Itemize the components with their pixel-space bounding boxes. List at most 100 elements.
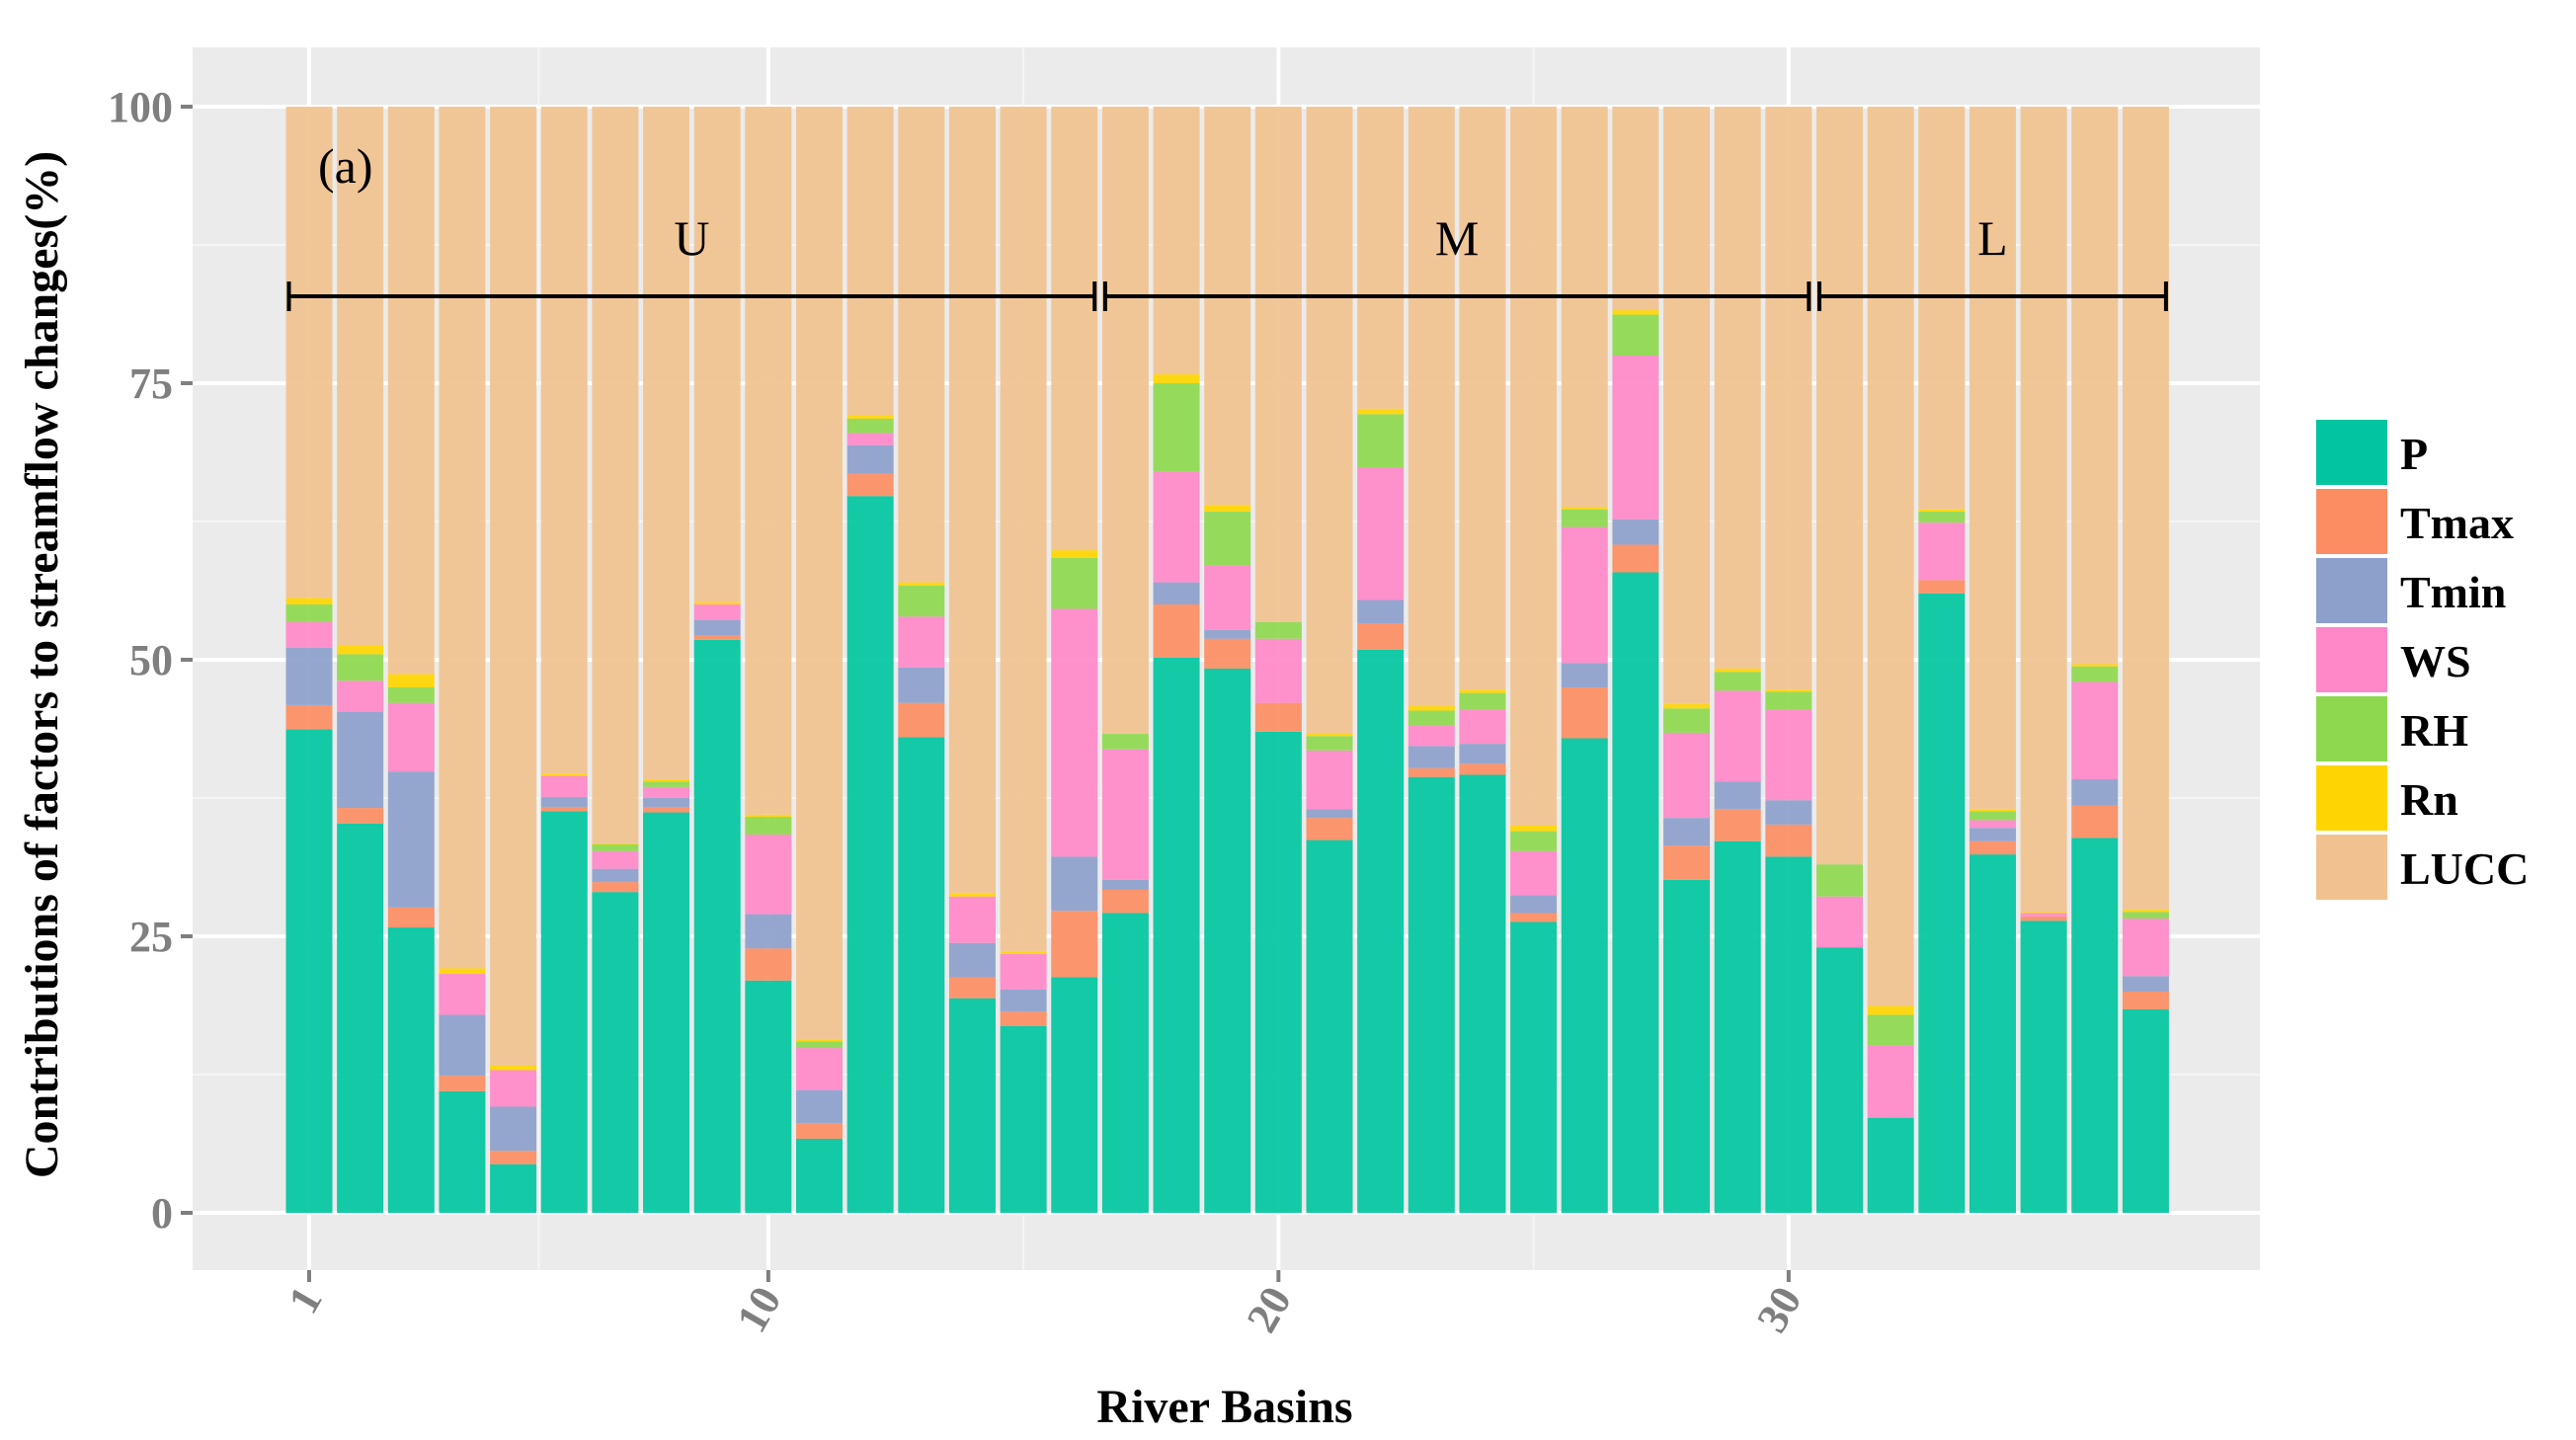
bar-segment-tmax-basin-19 xyxy=(1204,638,1251,669)
bar-segment-p-basin-31 xyxy=(1816,947,1863,1213)
legend-label-tmin: Tmin xyxy=(2400,567,2506,617)
bar-segment-rh-basin-11 xyxy=(796,1041,843,1049)
bar-segment-rn-basin-32 xyxy=(1867,1005,1914,1015)
bar-segment-ws-basin-17 xyxy=(1101,749,1149,880)
bar-segment-tmax-basin-24 xyxy=(1459,763,1506,775)
bar-segment-lucc-basin-34 xyxy=(1969,107,2016,810)
bar-segment-tmax-basin-13 xyxy=(898,702,945,738)
bar-segment-rn-basin-1 xyxy=(285,598,333,604)
y-tick-label: 0 xyxy=(151,1189,173,1238)
bar-segment-rh-basin-32 xyxy=(1867,1014,1914,1046)
bar-segment-rn-basin-29 xyxy=(1714,668,1761,673)
bar-segment-tmin-basin-29 xyxy=(1714,781,1761,810)
bar-segment-ws-basin-22 xyxy=(1357,467,1405,600)
bar-segment-tmin-basin-36 xyxy=(2071,778,2119,806)
bar-segment-tmin-basin-9 xyxy=(693,619,741,636)
bar-segment-tmin-basin-26 xyxy=(1561,663,1608,687)
bar-segment-p-basin-24 xyxy=(1459,774,1506,1213)
bar-segment-lucc-basin-25 xyxy=(1510,107,1558,826)
bar-segment-ws-basin-33 xyxy=(1918,522,1966,581)
bar-segment-tmax-basin-15 xyxy=(1000,1011,1047,1026)
bar-segment-tmax-basin-9 xyxy=(693,635,741,640)
bar-segment-lucc-basin-10 xyxy=(745,107,792,815)
bar-segment-tmin-basin-37 xyxy=(2122,976,2169,992)
legend-swatch-tmin xyxy=(2314,556,2389,625)
bar-segment-lucc-basin-9 xyxy=(693,107,741,602)
bar-segment-p-basin-13 xyxy=(898,737,945,1213)
bar-segment-tmin-basin-3 xyxy=(387,771,435,908)
bar-segment-p-basin-12 xyxy=(846,496,894,1213)
bar-segment-tmin-basin-5 xyxy=(490,1106,537,1152)
bar-segment-rn-basin-19 xyxy=(1204,505,1251,512)
bar-segment-ws-basin-1 xyxy=(285,621,333,648)
legend-label-ws: WS xyxy=(2400,636,2471,686)
bar-segment-rh-basin-27 xyxy=(1612,314,1659,356)
bar-segment-ws-basin-7 xyxy=(592,850,639,869)
bar-segment-rh-basin-30 xyxy=(1765,691,1812,710)
bar-segment-ws-basin-24 xyxy=(1459,709,1506,745)
bar-segment-lucc-basin-4 xyxy=(439,107,486,969)
bar-segment-lucc-basin-24 xyxy=(1459,107,1506,690)
x-tick-label: 10 xyxy=(727,1279,790,1341)
bar-segment-rn-basin-36 xyxy=(2071,664,2119,667)
bar-segment-p-basin-20 xyxy=(1254,731,1302,1213)
bar-segment-lucc-basin-2 xyxy=(337,107,384,646)
bar-segment-rn-basin-2 xyxy=(337,645,384,655)
bar-segment-rn-basin-7 xyxy=(592,842,639,845)
bar-segment-tmin-basin-6 xyxy=(540,796,588,807)
bar-segment-tmax-basin-6 xyxy=(540,806,588,812)
bar-segment-tmax-basin-25 xyxy=(1510,913,1558,922)
bar-segment-lucc-basin-12 xyxy=(846,107,894,416)
bar-segment-lucc-basin-20 xyxy=(1254,107,1302,622)
bar-segment-tmax-basin-16 xyxy=(1051,911,1098,978)
panel-label: (a) xyxy=(318,138,373,194)
bar-segment-lucc-basin-11 xyxy=(796,107,843,1040)
bar-segment-p-basin-29 xyxy=(1714,840,1761,1213)
bar-segment-tmax-basin-8 xyxy=(643,806,690,813)
bar-segment-lucc-basin-15 xyxy=(1000,107,1047,952)
bar-segment-ws-basin-36 xyxy=(2071,681,2119,779)
y-tick-label: 75 xyxy=(129,360,173,408)
bar-segment-lucc-basin-18 xyxy=(1153,107,1200,375)
bar-segment-ws-basin-35 xyxy=(2020,913,2067,917)
bar-segment-p-basin-33 xyxy=(1918,593,1966,1213)
bar-segment-ws-basin-13 xyxy=(898,616,945,668)
bar-segment-rn-basin-33 xyxy=(1918,509,1966,512)
legend-label-rn: Rn xyxy=(2400,774,2458,825)
bar-segment-tmin-basin-22 xyxy=(1357,600,1405,624)
bar-segment-p-basin-21 xyxy=(1306,840,1353,1213)
bar-segment-tmax-basin-34 xyxy=(1969,840,2016,855)
bar-segment-lucc-basin-3 xyxy=(387,107,435,675)
bar-segment-tmax-basin-12 xyxy=(846,473,894,497)
bar-segment-rn-basin-28 xyxy=(1663,703,1711,709)
bar-segment-tmax-basin-1 xyxy=(285,704,333,730)
bar-segment-p-basin-23 xyxy=(1408,776,1455,1213)
bar-segment-ws-basin-5 xyxy=(490,1070,537,1107)
bar-segment-rn-basin-22 xyxy=(1357,408,1405,415)
bar-segment-rh-basin-33 xyxy=(1918,511,1966,523)
bar-segment-rn-basin-3 xyxy=(387,674,435,687)
bar-segment-tmax-basin-29 xyxy=(1714,809,1761,841)
bar-segment-tmax-basin-4 xyxy=(439,1076,486,1091)
bar-segment-tmax-basin-37 xyxy=(2122,992,2169,1009)
bar-segment-tmax-basin-35 xyxy=(2020,916,2067,921)
bar-segment-p-basin-22 xyxy=(1357,649,1405,1213)
bar-segment-p-basin-37 xyxy=(2122,1008,2169,1213)
bar-segment-ws-basin-12 xyxy=(846,433,894,445)
bar-segment-lucc-basin-21 xyxy=(1306,107,1353,735)
bar-segment-tmin-basin-15 xyxy=(1000,989,1047,1012)
bar-segment-p-basin-1 xyxy=(285,729,333,1213)
bar-segment-ws-basin-29 xyxy=(1714,690,1761,782)
bar-segment-rh-basin-3 xyxy=(387,687,435,703)
bar-segment-ws-basin-23 xyxy=(1408,725,1455,747)
bar-segment-p-basin-27 xyxy=(1612,572,1659,1213)
bar-segment-rn-basin-27 xyxy=(1612,310,1659,315)
bar-segment-tmin-basin-8 xyxy=(643,798,690,807)
bar-segment-rh-basin-19 xyxy=(1204,511,1251,566)
bar-segment-tmin-basin-34 xyxy=(1969,828,2016,841)
bar-segment-rn-basin-26 xyxy=(1561,507,1608,510)
x-tick-label: 1 xyxy=(279,1279,331,1322)
bar-segment-tmin-basin-28 xyxy=(1663,818,1711,846)
bar-segment-rn-basin-11 xyxy=(796,1039,843,1042)
